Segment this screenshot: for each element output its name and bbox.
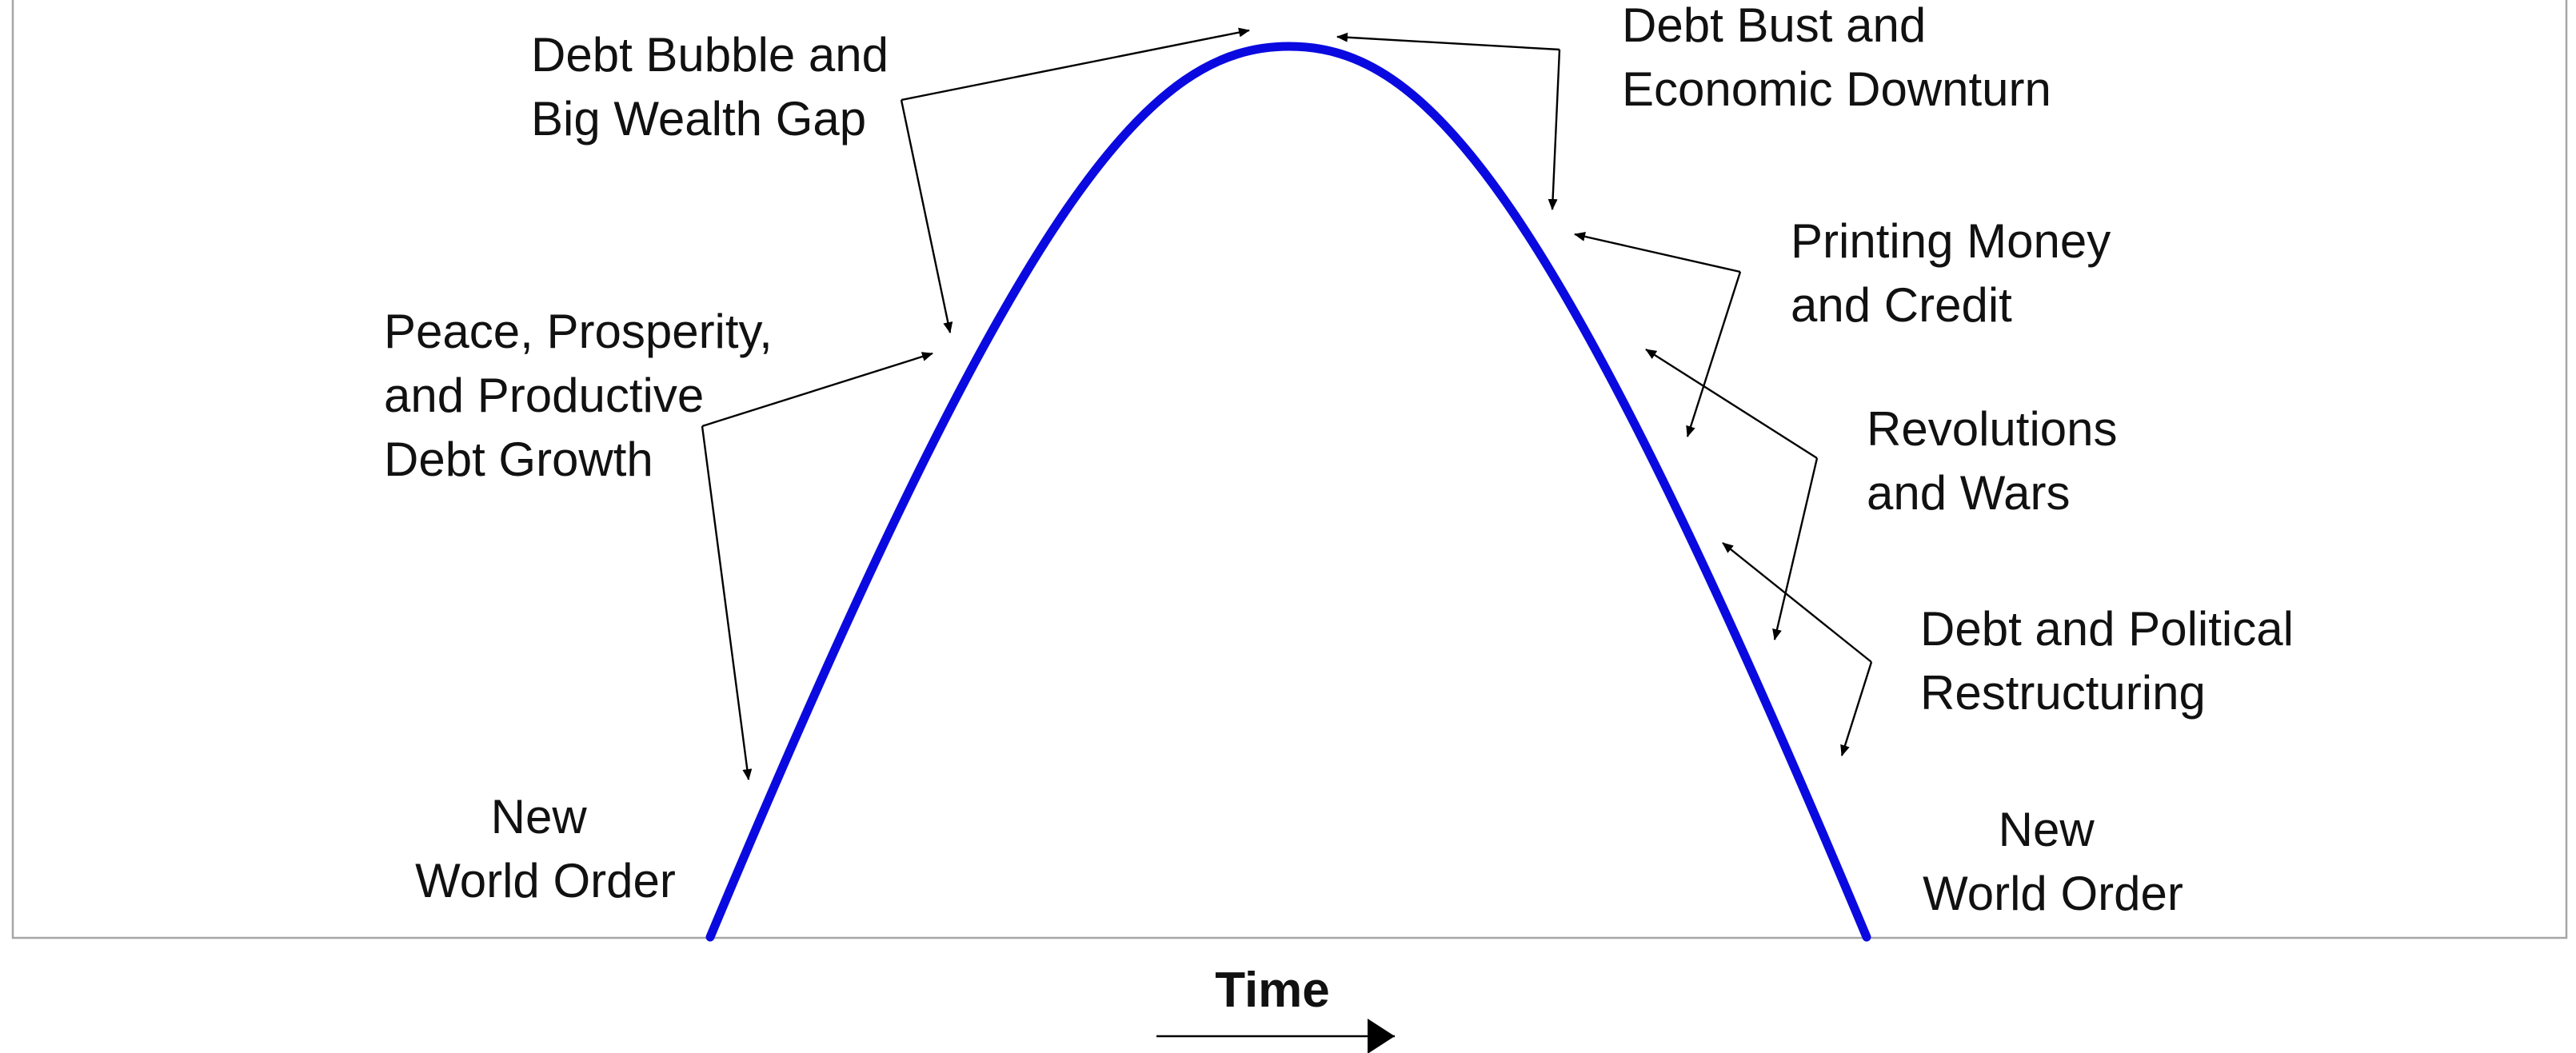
label-line: Peace, Prosperity, [384, 305, 773, 358]
label-line: Revolutions [1867, 402, 2118, 456]
revolutions-leader-up [1645, 348, 1818, 460]
time-axis-label: Time [1215, 963, 1330, 1018]
label-debt-bust: Debt Bust and Economic Downturn [1622, 0, 2051, 116]
peace-leader-to-slope [701, 352, 933, 428]
bubble-leader-to-slope [900, 99, 953, 333]
bubble-leader-to-peak [901, 27, 1250, 102]
label-line: Debt Bust and [1622, 0, 1926, 52]
label-line: Debt Bubble and [531, 28, 889, 82]
bust-leader-to-peak [1336, 32, 1560, 51]
label-line: Restructuring [1920, 666, 2206, 720]
label-line: Printing Money [1791, 214, 2111, 268]
cycle-curve [705, 42, 1871, 942]
label-revolutions-wars: Revolutions and Wars [1867, 402, 2131, 520]
revolutions-leader-down [1772, 457, 1819, 640]
label-line: Debt Growth [384, 433, 653, 486]
label-line: New [491, 790, 588, 844]
label-line: Big Wealth Gap [531, 92, 866, 146]
label-new-world-order-left: New World Order [415, 790, 676, 907]
label-debt-bubble: Debt Bubble and Big Wealth Gap [531, 28, 902, 146]
label-line: Debt and Political [1920, 602, 2294, 656]
label-line: Economic Downturn [1622, 62, 2051, 116]
label-line: World Order [1923, 867, 2183, 920]
label-line: New [1999, 803, 2095, 856]
label-printing-money: Printing Money and Credit [1791, 214, 2124, 332]
label-new-world-order-right: New World Order [1923, 803, 2183, 920]
label-line: and Wars [1867, 466, 2071, 520]
stage-labels: New World Order Peace, Prosperity, and P… [384, 0, 2307, 920]
label-peace-prosperity: Peace, Prosperity, and Productive Debt G… [384, 305, 785, 486]
restructuring-leader-down [1840, 661, 1873, 756]
plot-frame [11, 0, 2568, 939]
label-line: World Order [415, 854, 676, 907]
label-line: and Credit [1791, 278, 2012, 332]
label-line: and Productive [384, 369, 704, 422]
printing-leader-down [1686, 271, 1742, 437]
label-debt-restructuring: Debt and Political Restructuring [1920, 602, 2307, 720]
leader-lines [701, 27, 1873, 780]
bust-leader-down [1548, 49, 1561, 210]
restructuring-leader-up [1722, 542, 1872, 663]
printing-leader-up [1574, 232, 1741, 273]
peace-leader-to-base [701, 425, 753, 780]
